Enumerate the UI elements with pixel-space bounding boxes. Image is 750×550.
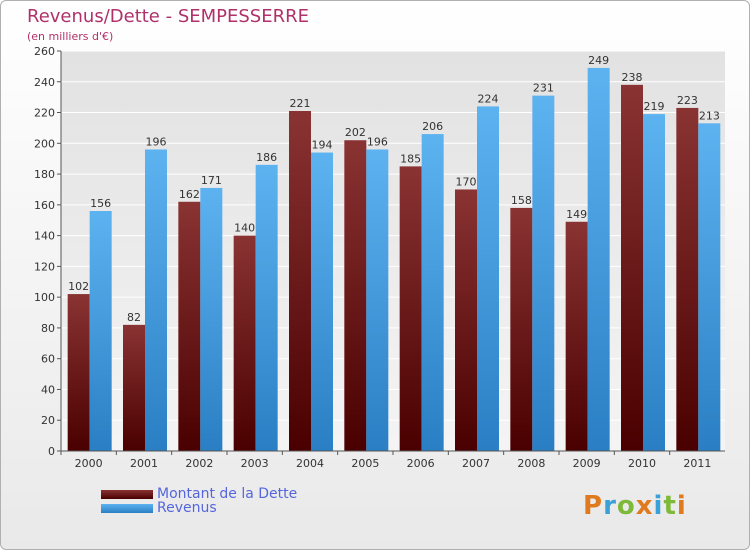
revenus-bar <box>643 114 665 452</box>
revenus-bar <box>477 106 499 451</box>
y-tick-label: 60 <box>41 353 55 366</box>
data-label: 140 <box>234 222 255 235</box>
data-label: 185 <box>400 152 421 165</box>
data-label: 223 <box>677 94 698 107</box>
y-tick-label: 220 <box>34 107 55 120</box>
dette-bar <box>510 207 533 451</box>
data-label: 196 <box>146 135 167 148</box>
data-label: 196 <box>367 135 388 148</box>
revenus-bar <box>698 123 721 452</box>
dette-bar <box>399 166 422 451</box>
revenus-bar <box>366 149 389 451</box>
y-tick-label: 180 <box>34 168 55 181</box>
dette-bar <box>676 107 699 451</box>
y-tick-label: 80 <box>41 322 55 335</box>
chart-subtitle: (en milliers d'€) <box>27 30 114 43</box>
data-label: 238 <box>622 71 643 84</box>
logo-letter: t <box>663 491 677 521</box>
data-label: 202 <box>345 126 366 139</box>
x-axis: 2000 2001 2002 2003 2004 2005 2006 2007 2008 2009… <box>60 450 725 470</box>
dette-bar <box>233 235 256 451</box>
revenus-bar <box>200 187 223 451</box>
revenus-bar <box>587 67 610 451</box>
x-tick-label: 2006 <box>407 457 435 470</box>
data-label: 171 <box>201 174 222 187</box>
data-label: 206 <box>422 120 443 133</box>
data-label: 224 <box>478 92 499 105</box>
data-label: 249 <box>588 54 609 67</box>
y-tick-label: 0 <box>48 445 55 458</box>
revenus-bar <box>255 164 278 451</box>
x-tick-label: 2005 <box>351 457 379 470</box>
data-label: 156 <box>90 197 111 210</box>
revenus-bar <box>145 149 167 451</box>
logo-letter: i <box>653 491 664 521</box>
y-tick-label: 20 <box>41 414 55 427</box>
y-tick-label: 140 <box>34 230 55 243</box>
dette-bar <box>565 221 588 451</box>
x-tick-label: 2010 <box>628 457 656 470</box>
logo-letter: o <box>616 491 636 521</box>
data-label: 194 <box>312 139 333 152</box>
x-tick-label: 2011 <box>683 457 711 470</box>
revenus-bar <box>311 152 333 452</box>
dette-bar <box>67 294 90 451</box>
legend-label-revenus: Revenus <box>157 500 217 516</box>
revenus-bar <box>532 95 555 451</box>
dette-bar <box>455 189 477 451</box>
x-tick-label: 2003 <box>241 457 269 470</box>
legend-swatch-dette <box>101 490 153 499</box>
bars <box>67 67 721 452</box>
x-tick-label: 2004 <box>296 457 324 470</box>
data-label: 102 <box>68 280 89 293</box>
data-label: 219 <box>644 100 665 113</box>
dette-bar <box>123 324 145 451</box>
logo-letter: r <box>603 491 617 521</box>
y-tick-label: 160 <box>34 199 55 212</box>
revenus-bar <box>89 211 112 451</box>
dette-bar <box>178 201 201 451</box>
data-label: 231 <box>533 82 554 95</box>
logo-letter: P <box>583 491 604 521</box>
dette-bar <box>289 111 311 451</box>
y-axis: 0 20 40 60 80 100 120 140 160 180 200 220 240 260 <box>34 45 62 458</box>
x-tick-label: 2000 <box>75 457 103 470</box>
legend-swatch-revenus <box>101 504 153 513</box>
proxiti-logo: Proxiti <box>583 491 687 521</box>
plot-area <box>61 51 725 451</box>
logo-letter: i <box>676 491 687 521</box>
data-label: 162 <box>179 188 200 201</box>
dette-bar <box>344 140 367 451</box>
x-tick-label: 2001 <box>130 457 158 470</box>
data-label: 170 <box>456 175 477 188</box>
legend-label-dette: Montant de la Dette <box>157 486 298 502</box>
data-label: 158 <box>511 194 532 207</box>
logo-letter: x <box>635 491 654 521</box>
x-tick-label: 2002 <box>185 457 213 470</box>
x-tick-label: 2009 <box>573 457 601 470</box>
revenus-bar <box>421 134 444 452</box>
data-label: 186 <box>256 151 277 164</box>
y-tick-label: 200 <box>34 137 55 150</box>
dette-bar <box>621 84 643 451</box>
data-label: 82 <box>127 311 141 324</box>
data-label: 221 <box>290 97 311 110</box>
x-tick-label: 2008 <box>517 457 545 470</box>
chart-title: Revenus/Dette - SEMPESSERRE <box>27 6 309 27</box>
data-labels: 1021568219616217114018622119420219618520… <box>68 54 720 324</box>
y-tick-label: 100 <box>34 291 55 304</box>
data-label: 213 <box>699 109 720 122</box>
y-tick-label: 120 <box>34 260 55 273</box>
x-tick-label: 2007 <box>462 457 490 470</box>
gridlines <box>61 50 725 452</box>
data-label: 149 <box>566 208 587 221</box>
y-tick-label: 40 <box>41 383 55 396</box>
y-tick-label: 260 <box>34 45 55 58</box>
y-tick-label: 240 <box>34 76 55 89</box>
